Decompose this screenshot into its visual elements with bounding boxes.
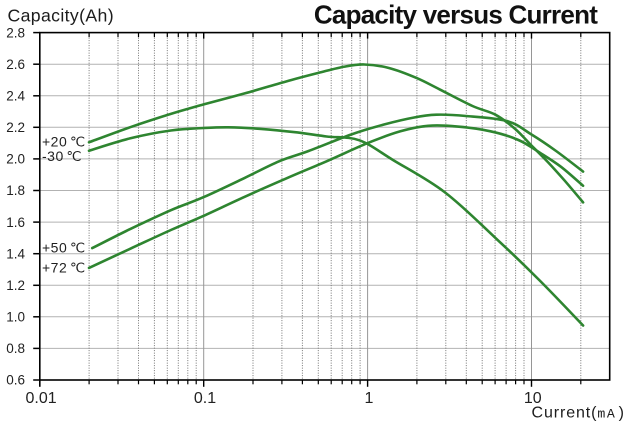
svg-text:+72 ℃: +72 ℃	[42, 260, 85, 276]
svg-text:0.8: 0.8	[6, 341, 25, 356]
svg-text:0.01: 0.01	[26, 390, 57, 407]
svg-text:0.1: 0.1	[194, 390, 216, 407]
svg-text:2.8: 2.8	[6, 25, 25, 40]
svg-text:+50 ℃: +50 ℃	[42, 240, 85, 256]
svg-text:1.8: 1.8	[6, 183, 25, 198]
svg-text:1.0: 1.0	[6, 310, 25, 325]
svg-text:1.4: 1.4	[6, 246, 25, 261]
svg-text:1.2: 1.2	[6, 278, 25, 293]
svg-text:1: 1	[364, 390, 373, 407]
svg-text:Capacity versus Current: Capacity versus Current	[314, 0, 598, 29]
svg-text:10: 10	[524, 390, 542, 407]
svg-text:2.2: 2.2	[6, 120, 25, 135]
svg-text:Current(mA ): Current(mA )	[532, 405, 625, 422]
svg-text:Capacity(Ah): Capacity(Ah)	[8, 5, 114, 25]
svg-text:2.4: 2.4	[6, 89, 25, 104]
svg-text:2.0: 2.0	[6, 152, 25, 167]
svg-text:1.6: 1.6	[6, 215, 25, 230]
svg-text:0.6: 0.6	[6, 373, 25, 388]
svg-text:-30 ℃: -30 ℃	[42, 148, 82, 164]
svg-text:+20 ℃: +20 ℃	[42, 134, 85, 150]
svg-text:2.6: 2.6	[6, 57, 25, 72]
